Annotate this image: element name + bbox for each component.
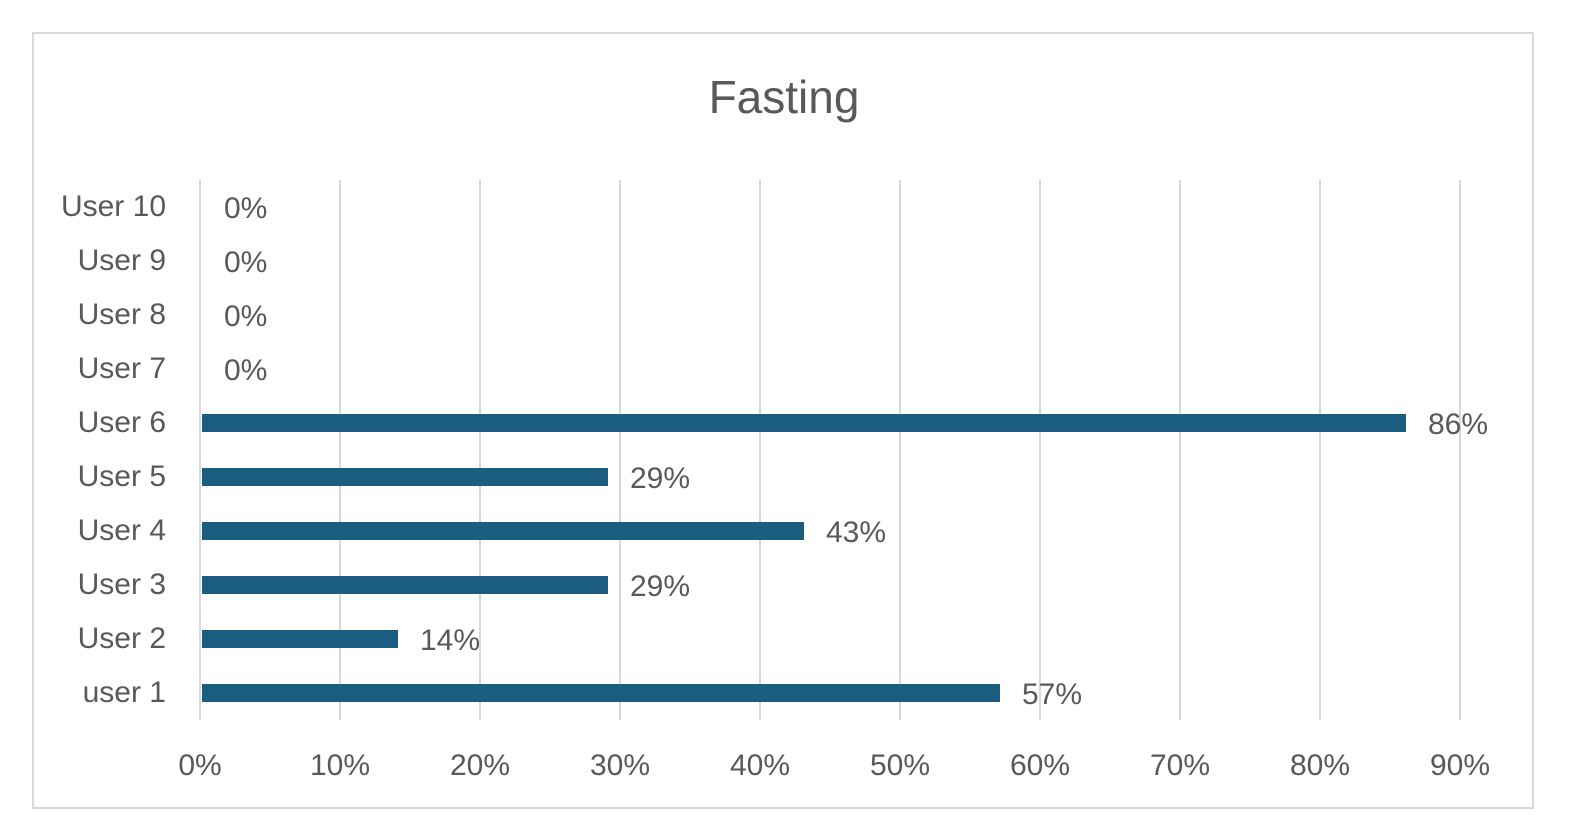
x-tick-label: 80%: [1290, 749, 1350, 782]
chart-title: Fasting: [709, 71, 860, 123]
category-label: User 5: [78, 460, 166, 493]
bar: [202, 630, 398, 648]
bar: [202, 414, 1406, 432]
data-label: 57%: [1022, 678, 1082, 711]
x-tick-label: 30%: [590, 749, 650, 782]
x-tick-label: 40%: [730, 749, 790, 782]
x-tick-label: 20%: [450, 749, 510, 782]
category-label: User 8: [78, 298, 166, 331]
data-label: 43%: [826, 516, 886, 549]
data-label: 0%: [224, 192, 267, 225]
bar: [202, 468, 608, 486]
x-tick-label: 90%: [1430, 749, 1490, 782]
data-labels: 57% 14% 29% 43% 29% 86% 0% 0% 0% 0%: [224, 192, 1488, 711]
category-label: User 10: [61, 190, 166, 223]
category-label: User 2: [78, 622, 166, 655]
category-label: User 9: [78, 244, 166, 277]
bar: [202, 576, 608, 594]
x-tick-label: 10%: [310, 749, 370, 782]
x-tick-label: 0%: [178, 749, 221, 782]
category-label: User 7: [78, 352, 166, 385]
data-label: 86%: [1428, 408, 1488, 441]
data-label: 29%: [630, 570, 690, 603]
data-label: 0%: [224, 246, 267, 279]
x-tick-label: 60%: [1010, 749, 1070, 782]
data-label: 0%: [224, 354, 267, 387]
category-label: User 3: [78, 568, 166, 601]
x-tick-label: 70%: [1150, 749, 1210, 782]
category-label: User 4: [78, 514, 166, 547]
category-label: User 6: [78, 406, 166, 439]
bar: [202, 522, 804, 540]
category-labels: user 1 User 2 User 3 User 4 User 5 User 6 User…: [61, 190, 166, 709]
data-label: 0%: [224, 300, 267, 333]
bar: [202, 684, 1000, 702]
data-label: 29%: [630, 462, 690, 495]
category-label: user 1: [83, 676, 166, 709]
x-tick-label: 50%: [870, 749, 930, 782]
x-axis-tick-labels: 0% 10% 20% 30% 40% 50% 60% 70% 80% 90%: [178, 749, 1490, 782]
bars: [202, 414, 1406, 702]
data-label: 14%: [420, 624, 480, 657]
gridlines: [199, 180, 1461, 720]
